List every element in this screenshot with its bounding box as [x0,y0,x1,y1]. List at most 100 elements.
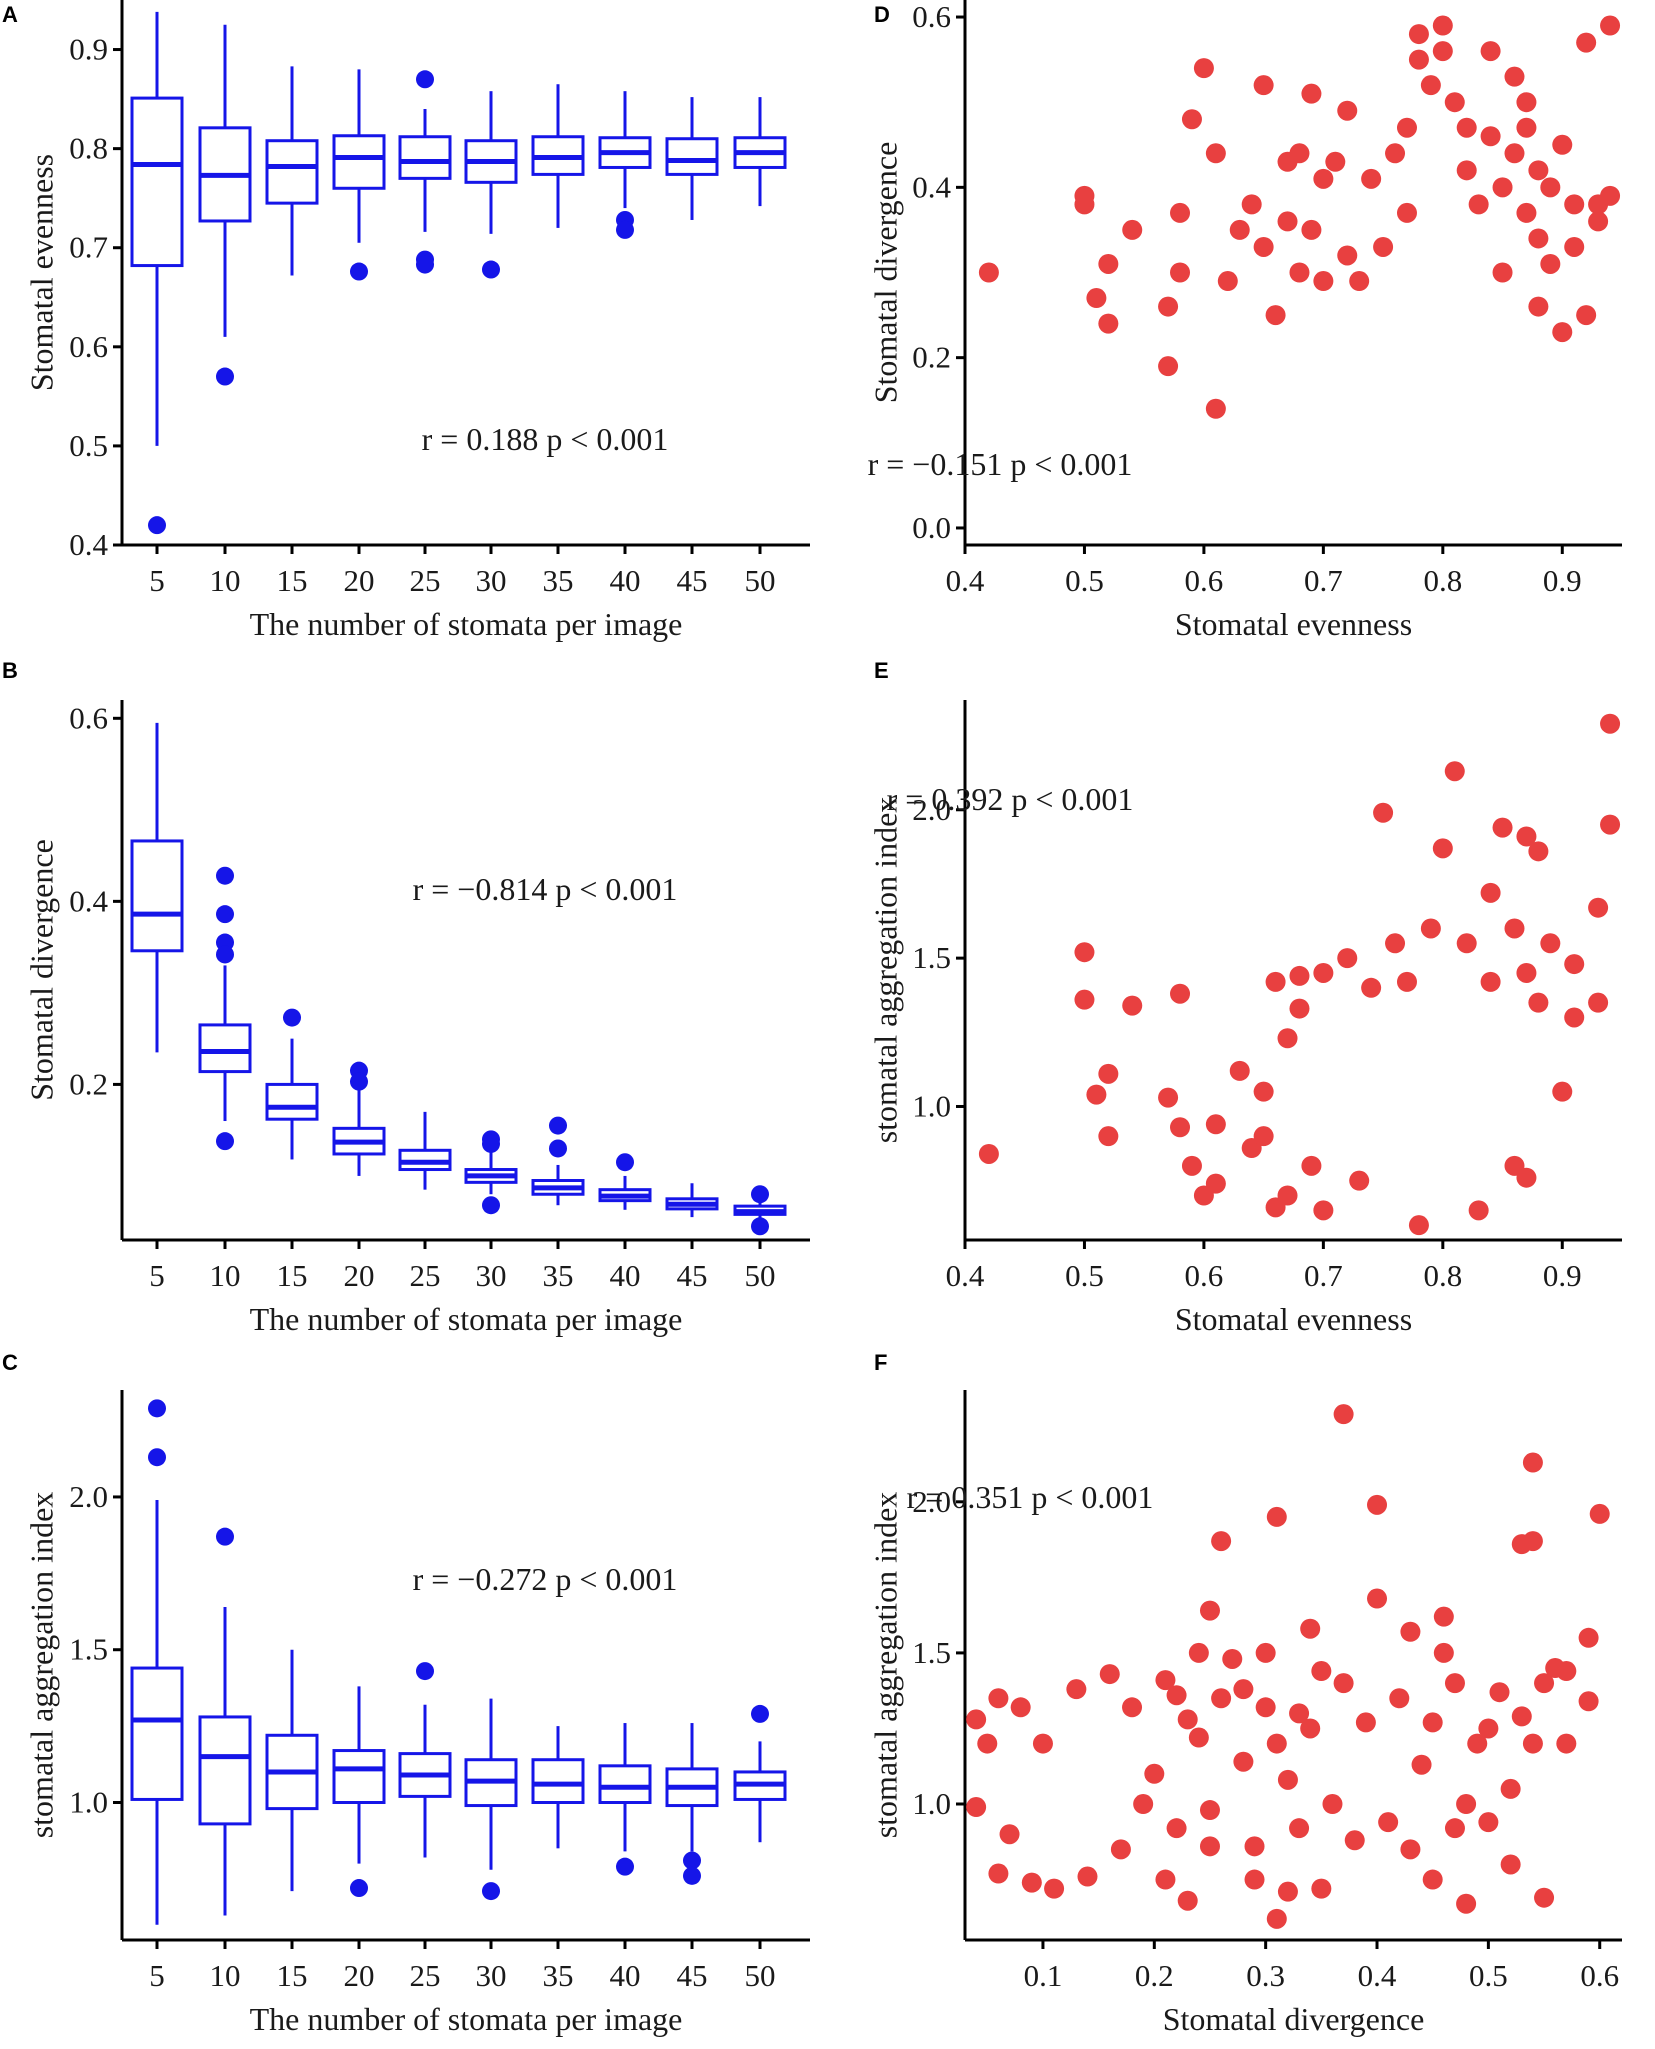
scatter-point [1468,194,1489,215]
scatter-point [1255,1697,1276,1718]
y-axis-title: stomatal aggregation index [867,797,903,1144]
outlier-point [350,1072,368,1091]
scatter-point [1322,1794,1343,1815]
x-axis-title: The number of stomata per image [250,2001,683,2037]
box-iqr [332,134,386,190]
x-tick-label: 0.1 [1024,1958,1063,1993]
scatter-point [1241,194,1262,215]
box-45 [665,97,719,220]
scatter-point [1528,296,1549,317]
outlier-point [751,1185,769,1204]
scatter-point [1289,965,1310,986]
scatter-point [1289,1818,1310,1839]
box-40 [598,1153,652,1210]
x-tick-label: 0.7 [1304,563,1343,598]
outlier-point [751,1704,769,1723]
scatter-point [1265,971,1286,992]
scatter-point [1600,15,1621,36]
scatter-point [1177,1890,1198,1911]
scatter-point [1144,1763,1165,1784]
scatter-point [1086,1084,1107,1105]
box-iqr [598,1764,652,1805]
box-iqr [130,839,184,953]
scatter-point [1540,177,1561,198]
outlier-point [283,1008,301,1027]
y-tick-label: 2.0 [912,1484,951,1519]
scatter-point [1564,954,1585,975]
outlier-point [148,1399,166,1418]
scatter-point [1467,1733,1488,1754]
x-tick-label: 5 [149,563,165,598]
scatter-point [1552,322,1573,343]
box-iqr [665,137,719,176]
y-tick-label: 0.9 [69,32,108,67]
box-20 [332,1686,386,1898]
box-iqr [198,1715,252,1826]
box-30 [464,1698,518,1901]
scatter-point [1158,296,1179,317]
scatter-point [1098,1126,1119,1147]
box-20 [332,1061,386,1176]
panel-label: D [874,2,890,27]
scatter-point [1158,1087,1179,1108]
scatter-point [1456,1794,1477,1815]
scatter-point [1400,1839,1421,1860]
x-tick-label: 25 [410,563,441,598]
scatter-point [1032,1733,1053,1754]
box-50 [733,97,787,207]
box-iqr [265,1082,319,1121]
scatter-point [1349,1170,1370,1191]
outlier-point [216,905,234,924]
scatter-point [1578,1691,1599,1712]
scatter-point [1349,271,1370,292]
box-5 [130,11,184,535]
box-5 [130,1399,184,1925]
scatter-point [1540,933,1561,954]
x-tick-label: 45 [677,563,708,598]
x-tick-label: 0.8 [1423,1258,1462,1293]
y-tick-label: 1.5 [69,1632,108,1667]
scatter-point [1199,1836,1220,1857]
scatter-point [1361,168,1382,189]
scatter-point [1166,1685,1187,1706]
scatter-point [1074,989,1095,1010]
scatter-point [1155,1670,1176,1691]
x-tick-label: 50 [745,1258,776,1293]
scatter-point [966,1797,987,1818]
scatter-point [1504,66,1525,87]
outlier-point [216,367,234,386]
scatter-point [1188,1727,1209,1748]
box-iqr [265,139,319,205]
x-tick-label: 0.4 [946,563,985,598]
x-tick-label: 40 [610,1258,641,1293]
y-axis-title: Stomatal divergence [867,142,903,404]
scatter-point [1600,185,1621,206]
scatter-point [1504,143,1525,164]
y-tick-label: 0.0 [912,510,951,545]
scatter-point [977,1733,998,1754]
outlier-point [549,1116,567,1135]
scatter-point [1556,1733,1577,1754]
box-35 [531,1726,585,1849]
panel-label: E [874,658,889,683]
scatter-point [1588,992,1609,1013]
scatter-point [1086,288,1107,309]
scatter-point [1244,1836,1265,1857]
scatter-point [1516,1167,1537,1188]
x-tick-label: 0.5 [1469,1958,1508,1993]
scatter-point [1396,117,1417,138]
scatter-point [1480,41,1501,62]
box-20 [332,69,386,281]
scatter-point [1444,1818,1465,1839]
scatter-point [1456,160,1477,181]
x-tick-label: 50 [745,563,776,598]
scatter-point [1229,219,1250,240]
x-axis-title: Stomatal divergence [1163,2001,1425,2037]
x-axis-title: Stomatal evenness [1175,606,1412,642]
scatter-point [1444,92,1465,113]
scatter-point [1528,228,1549,249]
scatter-point [1122,1697,1143,1718]
scatter-point [1444,1673,1465,1694]
x-tick-label: 5 [149,1958,165,1993]
